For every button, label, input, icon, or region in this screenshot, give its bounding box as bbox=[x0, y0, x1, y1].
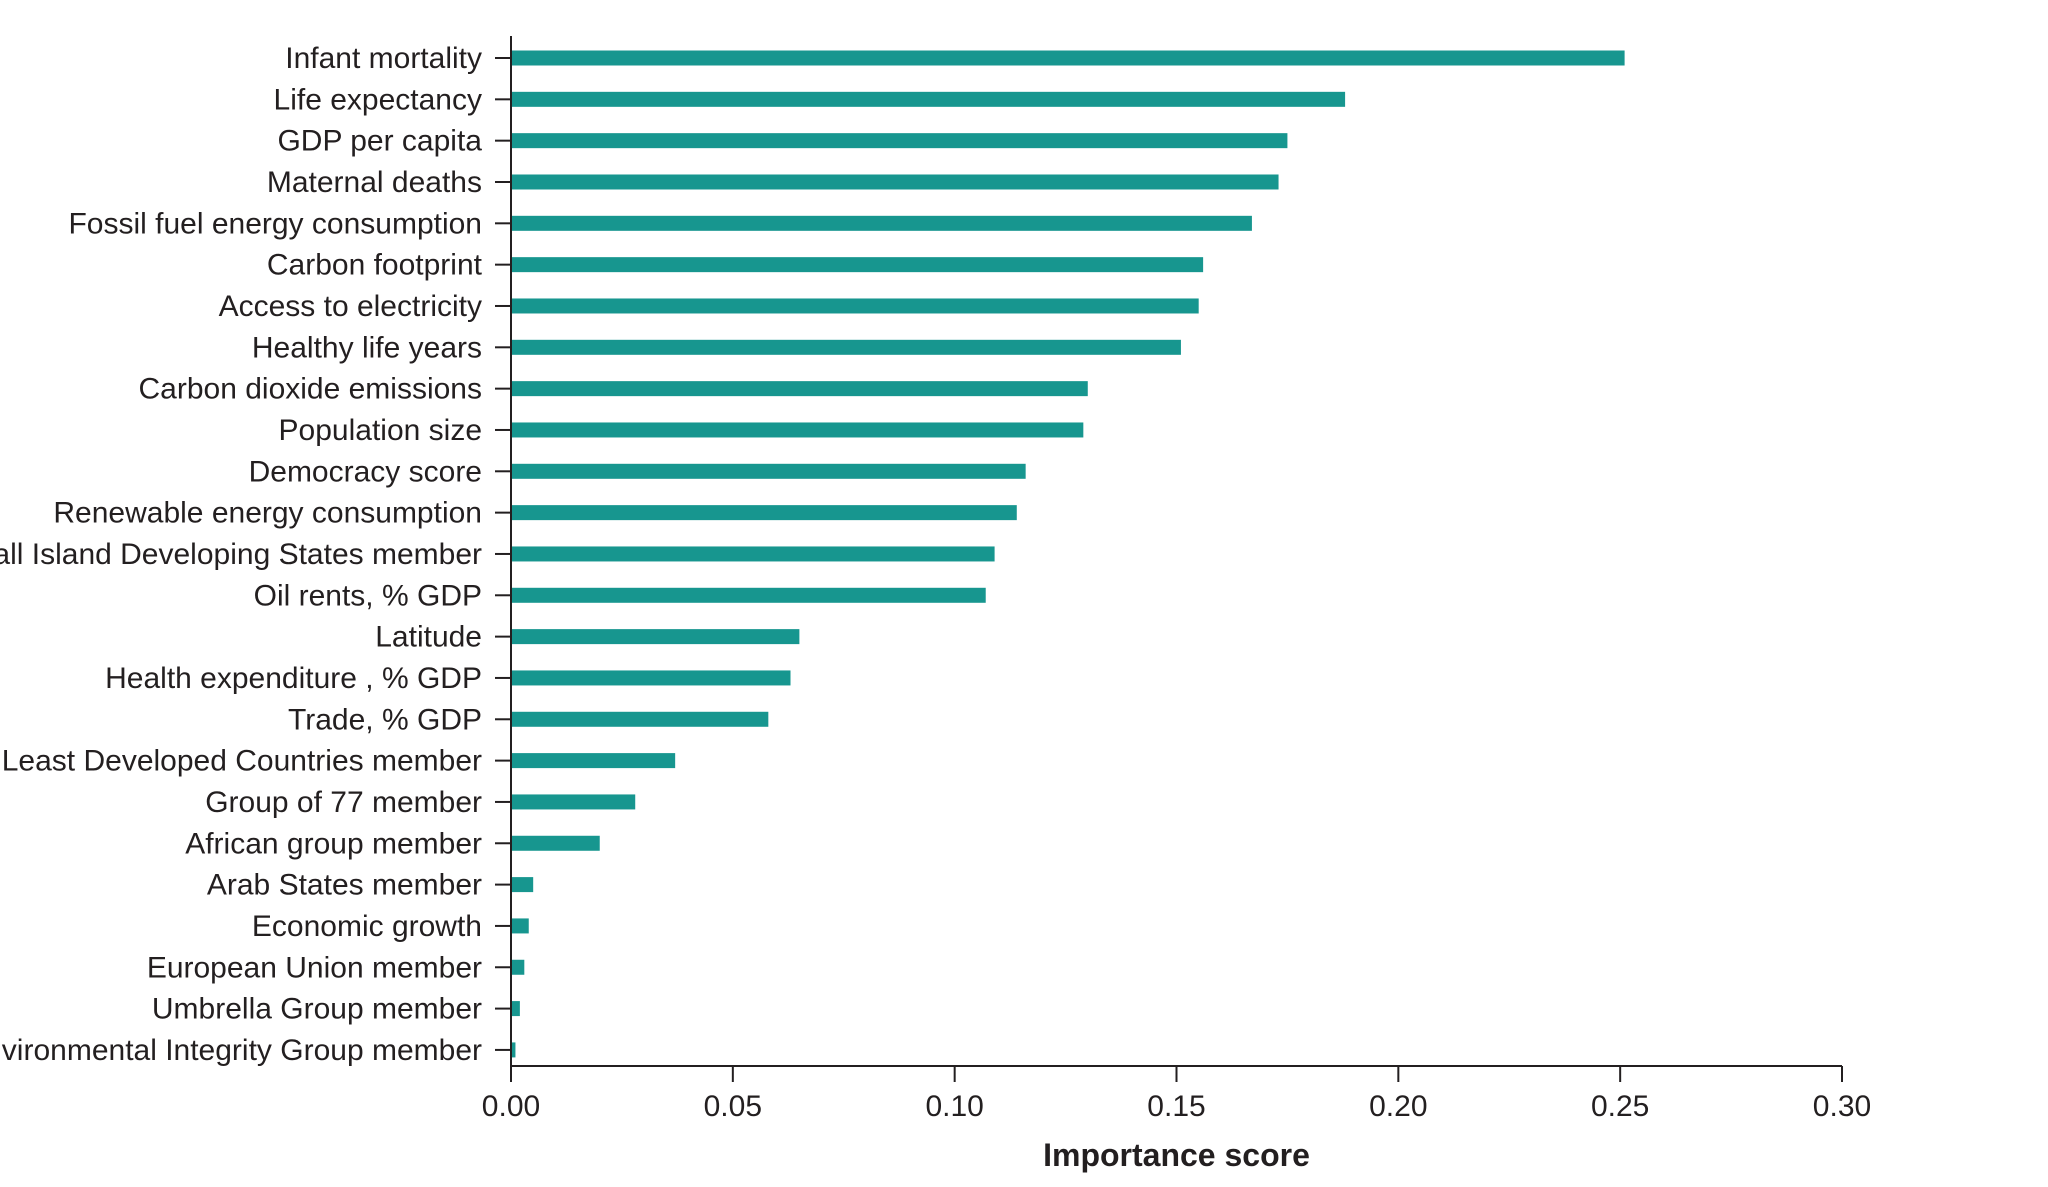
category-label: Fossil fuel energy consumption bbox=[68, 207, 482, 240]
category-label: Carbon footprint bbox=[267, 249, 483, 282]
category-label: Oil rents, % GDP bbox=[254, 579, 482, 612]
x-ticks-group: 0.00 0.05 0.10 0.15 0.20 0.25 0.30 bbox=[482, 1066, 1871, 1123]
category-label: Least Developed Countries member bbox=[2, 745, 482, 778]
category-label: Arab States member bbox=[207, 869, 482, 902]
bar bbox=[511, 711, 769, 727]
x-tick-label: 0.00 bbox=[482, 1090, 540, 1123]
bar bbox=[511, 959, 525, 975]
category-label: Healthy life years bbox=[252, 331, 482, 364]
category-labels-group: Infant mortality Life expectancy GDP per c… bbox=[0, 42, 483, 1067]
category-label: GDP per capita bbox=[277, 125, 482, 158]
category-label: Group of 77 member bbox=[205, 786, 482, 819]
bar bbox=[511, 587, 986, 603]
bar bbox=[511, 505, 1017, 521]
category-label: Latitude bbox=[375, 621, 482, 654]
category-label: Renewable energy consumption bbox=[53, 497, 482, 530]
bar bbox=[511, 50, 1625, 66]
x-tick-label: 0.20 bbox=[1369, 1090, 1427, 1123]
bar bbox=[511, 422, 1084, 438]
bar bbox=[511, 794, 636, 810]
bar bbox=[511, 629, 800, 645]
bar bbox=[511, 546, 995, 562]
category-label: Maternal deaths bbox=[267, 166, 482, 199]
category-label: Small Island Developing States member bbox=[0, 538, 482, 571]
bar bbox=[511, 877, 534, 893]
bar bbox=[511, 753, 676, 769]
bars-group bbox=[511, 50, 1625, 1058]
category-label: Health expenditure , % GDP bbox=[105, 662, 482, 695]
bar bbox=[511, 298, 1199, 314]
category-label: Umbrella Group member bbox=[152, 993, 482, 1026]
bar bbox=[511, 1042, 516, 1058]
category-label: Life expectancy bbox=[274, 83, 482, 116]
x-tick-label: 0.10 bbox=[925, 1090, 983, 1123]
x-axis-title: Importance score bbox=[1043, 1137, 1310, 1173]
category-label: Trade, % GDP bbox=[288, 703, 482, 736]
category-label: Infant mortality bbox=[285, 42, 482, 75]
bar bbox=[511, 918, 529, 934]
category-label: Carbon dioxide emissions bbox=[138, 373, 482, 406]
bar bbox=[511, 835, 600, 851]
category-label: Economic growth bbox=[252, 910, 482, 943]
category-label: Population size bbox=[279, 414, 482, 447]
bar bbox=[511, 381, 1088, 397]
bar bbox=[511, 1001, 520, 1017]
category-label: African group member bbox=[185, 827, 482, 860]
category-label: European Union member bbox=[147, 951, 482, 984]
category-label: Access to electricity bbox=[219, 290, 482, 323]
x-tick-label: 0.25 bbox=[1591, 1090, 1649, 1123]
x-tick-label: 0.30 bbox=[1813, 1090, 1871, 1123]
x-tick-label: 0.15 bbox=[1147, 1090, 1205, 1123]
y-ticks-group bbox=[495, 57, 511, 1051]
bar bbox=[511, 257, 1204, 273]
bar bbox=[511, 339, 1181, 355]
category-label: Democracy score bbox=[249, 455, 482, 488]
bar bbox=[511, 463, 1026, 479]
bar bbox=[511, 174, 1279, 190]
bar bbox=[511, 670, 791, 686]
bar bbox=[511, 133, 1288, 149]
x-tick-label: 0.05 bbox=[704, 1090, 762, 1123]
category-label: Environmental Integrity Group member bbox=[0, 1034, 482, 1067]
bar bbox=[511, 215, 1252, 231]
bar bbox=[511, 91, 1346, 107]
